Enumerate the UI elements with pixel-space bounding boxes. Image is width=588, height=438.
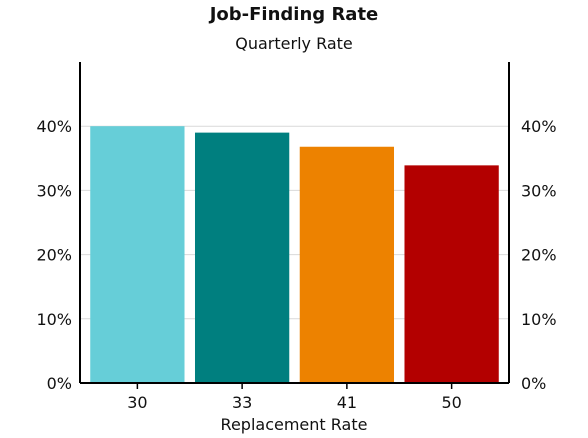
- y-tick-label-right: 10%: [521, 310, 557, 329]
- y-axis-left-ticks: 0% 10% 20% 30% 40%: [36, 117, 72, 393]
- y-tick-label-right: 0%: [521, 374, 546, 393]
- y-tick-label-left: 0%: [47, 374, 72, 393]
- x-tick-label: 30: [127, 393, 147, 412]
- x-tick-label: 50: [441, 393, 461, 412]
- x-tick-label: 41: [337, 393, 357, 412]
- y-tick-label-right: 30%: [521, 181, 557, 200]
- y-axis-right-ticks: 0% 10% 20% 30% 40%: [521, 117, 557, 393]
- bars: [90, 126, 499, 383]
- x-tick-label: 33: [232, 393, 252, 412]
- y-tick-label-right: 20%: [521, 246, 557, 265]
- y-tick-label-left: 40%: [36, 117, 72, 136]
- y-tick-label-left: 10%: [36, 310, 72, 329]
- x-axis-label: Replacement Rate: [221, 415, 368, 434]
- axes: [79, 62, 510, 384]
- chart-title: Job-Finding Rate: [208, 4, 379, 25]
- y-tick-label-right: 40%: [521, 117, 557, 136]
- bar-30: [90, 126, 185, 383]
- bar-50: [404, 165, 499, 383]
- x-axis-ticks: 30 33 41 50: [127, 383, 462, 412]
- bar-41: [299, 146, 395, 383]
- chart-subtitle: Quarterly Rate: [235, 34, 353, 53]
- bar-33: [194, 132, 290, 383]
- y-tick-label-left: 30%: [36, 181, 72, 200]
- y-tick-label-left: 20%: [36, 246, 72, 265]
